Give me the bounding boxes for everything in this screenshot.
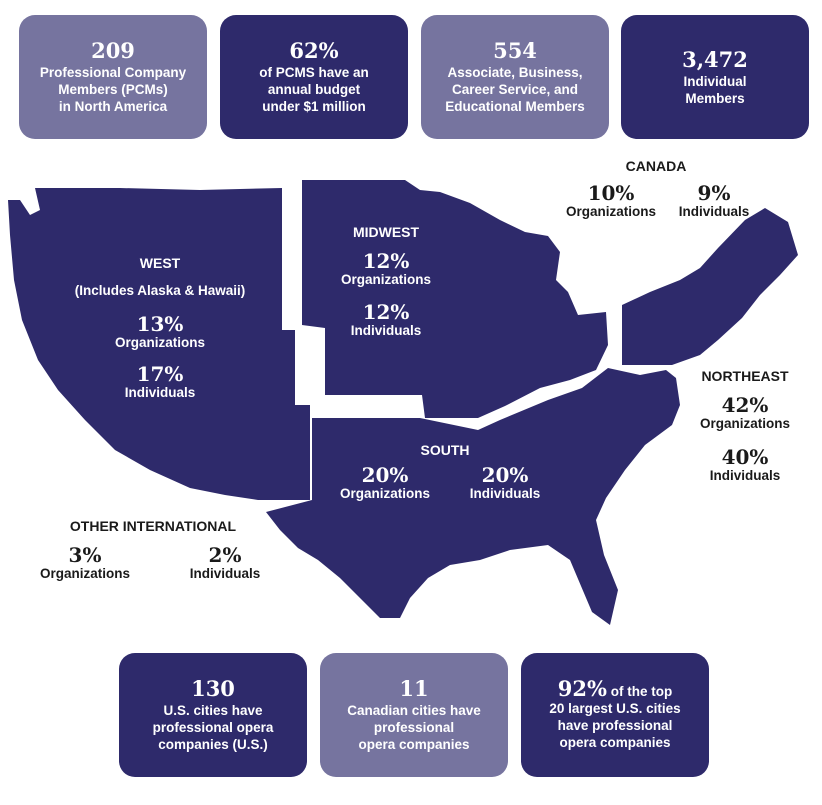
region-ind-pct: 40% — [721, 445, 769, 469]
region-ind-pct: 2% — [208, 543, 242, 567]
stat-text: companies (U.S.) — [158, 737, 268, 752]
stat-card-canadian-cities: 11 Canadian cities have professional ope… — [320, 653, 508, 777]
region-note: (Includes Alaska & Hawaii) — [74, 283, 246, 298]
stat-card-associate: 554 Associate, Business, Career Service,… — [421, 15, 609, 139]
stat-number: 554 — [493, 38, 537, 63]
stat-text: U.S. cities have — [163, 703, 263, 718]
region-org-pct: 13% — [136, 312, 184, 336]
region-org-pct: 3% — [68, 543, 102, 567]
stat-number: 3,472 — [682, 46, 748, 72]
stat-text: of PCMS have an — [259, 65, 369, 80]
region-org-label: Organizations — [39, 566, 130, 581]
stat-text: annual budget — [267, 82, 361, 97]
stat-text: opera companies — [559, 734, 671, 750]
stat-text: professional opera — [152, 720, 274, 735]
stat-text: Members — [685, 90, 745, 106]
region-ind-pct: 9% — [697, 181, 731, 205]
region-ind-pct: 20% — [481, 463, 529, 487]
stat-text: opera companies — [358, 737, 470, 752]
stat-text: Professional Company — [39, 65, 187, 80]
region-name: NORTHEAST — [701, 368, 789, 384]
stat-text: Educational Members — [445, 99, 585, 114]
region-northeast: NORTHEAST 42% Organizations 40% Individu… — [690, 368, 800, 484]
region-other-international: OTHER INTERNATIONAL 3% Organizations 2% … — [30, 518, 270, 582]
stat-card-budget: 62% of PCMS have an annual budget under … — [220, 15, 408, 139]
stat-headline: 92% of the top — [558, 678, 673, 700]
stat-text: Associate, Business, — [447, 65, 583, 80]
region-org-label: Organizations — [699, 416, 790, 431]
stat-text: under $1 million — [262, 99, 366, 114]
region-ind-pct: 12% — [362, 300, 410, 324]
region-org-pct: 12% — [362, 249, 410, 273]
midwest-region — [302, 180, 608, 418]
region-midwest: MIDWEST 12% Organizations 12% Individual… — [326, 224, 446, 339]
stat-number: 62% — [289, 38, 339, 63]
stat-number: 11 — [399, 676, 429, 701]
region-name: OTHER INTERNATIONAL — [69, 518, 237, 534]
region-ind-label: Individuals — [124, 385, 196, 400]
region-canada: CANADA 10% Organizations 9% Individuals — [556, 158, 756, 220]
stat-text: Individual — [683, 73, 747, 89]
region-name: SOUTH — [420, 442, 470, 458]
region-name: MIDWEST — [352, 224, 420, 240]
region-ind-pct: 17% — [136, 362, 184, 386]
region-org-label: Organizations — [340, 272, 431, 287]
region-name: CANADA — [625, 158, 687, 174]
stat-number: 92% — [557, 675, 607, 701]
region-ind-label: Individuals — [678, 204, 750, 219]
stat-text: in North America — [58, 99, 168, 114]
stat-card-pcm: 209 Professional Company Members (PCMs) … — [19, 15, 207, 139]
region-ind-label: Individuals — [189, 566, 261, 581]
stat-number: 130 — [191, 676, 235, 701]
stat-card-individual: 3,472 Individual Members — [621, 15, 809, 139]
region-ind-label: Individuals — [469, 486, 541, 501]
stat-number: 209 — [91, 38, 135, 63]
south-region — [266, 368, 680, 625]
region-org-label: Organizations — [114, 335, 205, 350]
region-org-pct: 42% — [721, 393, 769, 417]
region-ind-label: Individuals — [350, 323, 422, 338]
region-org-label: Organizations — [565, 204, 656, 219]
region-south: SOUTH 20% Organizations 20% Individuals — [330, 442, 560, 502]
stat-text: professional — [373, 720, 455, 735]
region-org-label: Organizations — [339, 486, 430, 501]
stat-text: Canadian cities have — [347, 703, 481, 718]
stat-text: Members (PCMs) — [58, 82, 168, 97]
stat-inline-text: of the top — [606, 683, 673, 699]
region-org-pct: 20% — [361, 463, 409, 487]
region-ind-label: Individuals — [709, 468, 781, 483]
northeast-region — [622, 208, 798, 365]
stat-text: Career Service, and — [451, 82, 579, 97]
stat-text: have professional — [557, 717, 673, 733]
stat-card-us-cities: 130 U.S. cities have professional opera … — [119, 653, 307, 777]
region-west: WEST (Includes Alaska & Hawaii) 13% Orga… — [60, 255, 260, 401]
region-name: WEST — [139, 255, 181, 271]
stat-card-largest-cities: 92% of the top 20 largest U.S. cities ha… — [521, 653, 709, 777]
region-org-pct: 10% — [587, 181, 635, 205]
stat-text: 20 largest U.S. cities — [549, 700, 681, 716]
west-region — [8, 188, 310, 500]
